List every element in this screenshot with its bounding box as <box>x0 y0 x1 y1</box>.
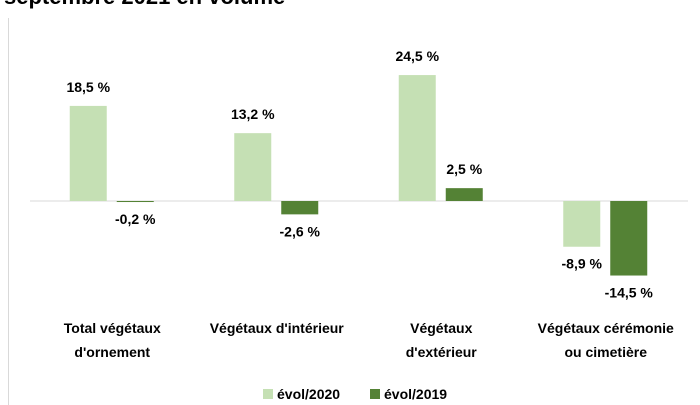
legend-label: évol/2019 <box>384 386 447 402</box>
bar <box>445 188 483 201</box>
data-label: 13,2 % <box>231 106 275 122</box>
x-tick-label: Végétaux <box>410 320 472 336</box>
bar <box>116 201 154 203</box>
x-tick-label: Végétaux d'intérieur <box>210 320 345 336</box>
x-tick-label: ou cimetière <box>565 344 648 360</box>
x-tick-label: Total végétaux <box>64 320 161 336</box>
bar <box>398 75 436 201</box>
data-label: -0,2 % <box>115 211 156 227</box>
x-tick-label: Végétaux cérémonie <box>538 320 674 336</box>
data-label: 18,5 % <box>66 79 110 95</box>
bar <box>563 201 601 247</box>
data-label: 24,5 % <box>395 48 439 64</box>
data-label: 2,5 % <box>446 161 482 177</box>
bar <box>610 201 648 276</box>
bar <box>69 105 107 201</box>
bar <box>281 201 319 215</box>
legend-swatch <box>370 389 380 399</box>
x-tick-label: d'ornement <box>74 344 150 360</box>
bar <box>234 133 272 201</box>
data-label: -2,6 % <box>280 223 321 239</box>
data-label: -8,9 % <box>562 256 603 272</box>
legend-swatch <box>263 389 273 399</box>
chart-title: septembre 2021 en volume <box>4 0 285 9</box>
x-tick-label: d'extérieur <box>406 344 478 360</box>
legend-label: évol/2020 <box>277 386 340 402</box>
data-label: -14,5 % <box>605 285 654 301</box>
